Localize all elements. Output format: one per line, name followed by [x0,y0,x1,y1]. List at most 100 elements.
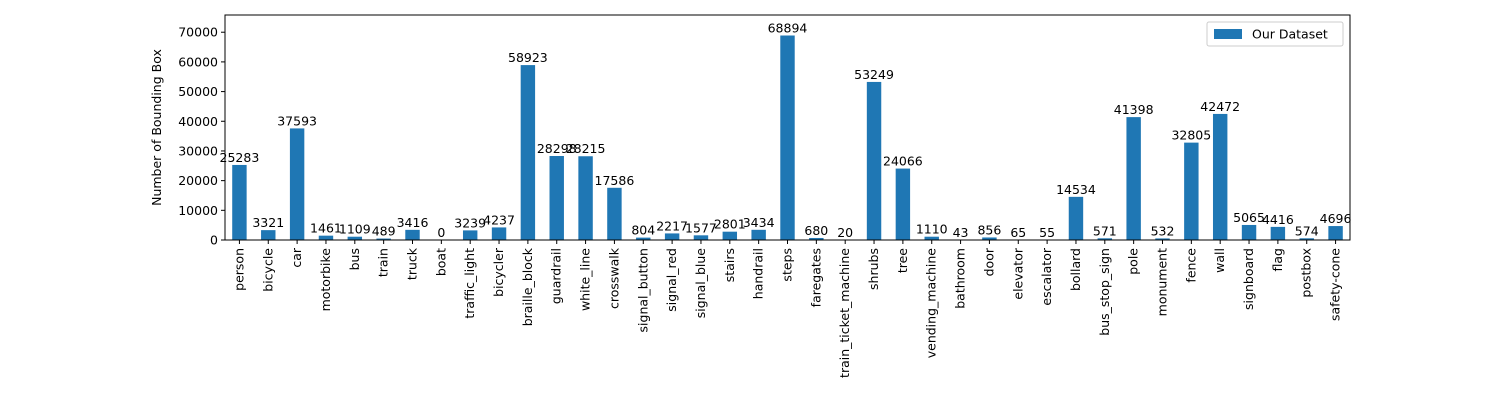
value-label-bollard: 14534 [1056,182,1096,197]
value-label-bus_stop_sign: 571 [1093,223,1117,238]
value-label-signal_button: 804 [631,223,655,238]
x-tick-label-postbox: postbox [1299,248,1314,298]
x-tick-label-monument: monument [1155,248,1170,316]
x-tick-label-signboard: signboard [1241,248,1256,310]
bar-person [232,164,247,240]
bar-postbox [1299,238,1314,240]
x-tick-label-train: train [376,248,391,277]
x-tick-label-white_line: white_line [578,248,593,311]
y-tick-label-50000: 50000 [178,84,218,99]
x-tick-label-fence: fence [1183,248,1198,283]
x-tick-label-flag: flag [1270,248,1285,271]
y-tick-label-20000: 20000 [178,173,218,188]
bar-car [289,128,305,240]
x-tick-label-steps: steps [780,248,795,282]
value-label-train: 489 [372,224,396,239]
bar-pole [1126,117,1141,240]
bar-fence [1184,142,1199,240]
value-label-monument: 532 [1151,223,1175,238]
bar-guardrail [549,156,564,240]
value-label-car: 37593 [277,113,317,128]
x-tick-label-car: car [289,247,304,268]
x-tick-label-escalator: escalator [1039,247,1054,305]
x-tick-label-shrubs: shrubs [866,248,881,290]
value-label-signal_blue: 1577 [685,220,717,235]
value-label-safety-cone: 4696 [1320,211,1352,226]
x-tick-label-signal_red: signal_red [664,248,679,312]
x-tick-label-bicycler: bicycler [491,247,506,297]
value-label-faregates: 680 [804,223,828,238]
y-tick-label-10000: 10000 [178,203,218,218]
bar-stairs [722,231,738,240]
value-label-bicycler: 4237 [483,212,515,227]
x-tick-label-elevator: elevator [1010,247,1025,299]
x-tick-label-train_ticket_machine: train_ticket_machine [837,248,852,378]
value-label-escalator: 55 [1039,225,1055,240]
x-tick-label-bathroom: bathroom [953,248,968,309]
x-tick-label-handrail: handrail [751,248,766,299]
bar-train [376,238,391,240]
bar-steps [780,35,795,240]
value-label-fence: 32805 [1171,128,1211,143]
y-tick-label-0: 0 [210,233,218,248]
x-tick-label-door: door [981,247,996,276]
value-label-guardrail: 28298 [537,141,577,156]
bar-white_line [578,156,593,240]
y-tick-label-40000: 40000 [178,114,218,129]
bar-bus_stop_sign [1097,238,1113,240]
value-label-bathroom: 43 [953,225,969,240]
value-label-shrubs: 53249 [854,67,894,82]
value-label-traffic_light: 3239 [454,215,486,230]
x-tick-label-signal_button: signal_button [635,248,650,332]
bar-wall [1212,113,1228,240]
x-tick-label-person: person [231,248,246,291]
x-axis: person bicycle car motorbike bus train truck bo… [231,240,1343,378]
bar-bicycle [261,230,276,240]
x-tick-label-traffic_light: traffic_light [462,248,477,319]
value-label-tree: 24066 [883,154,923,169]
bar-bicycler [491,227,507,240]
x-tick-label-pole: pole [1126,248,1141,275]
value-label-train_ticket_machine: 20 [837,225,853,240]
value-label-boat: 0 [437,225,445,240]
value-label-postbox: 574 [1295,223,1319,238]
x-tick-label-wall: wall [1212,248,1227,273]
bar-signal_blue [693,235,709,240]
y-tick-label-30000: 30000 [178,143,218,158]
bar-braille_block [520,65,536,240]
value-label-stairs: 2801 [714,217,746,232]
x-tick-label-safety-cone: safety-cone [1328,248,1343,321]
y-tick-label-70000: 70000 [178,25,218,40]
value-label-door: 856 [977,222,1001,237]
bar-motorbike [318,235,334,240]
bar-faregates [809,237,824,240]
x-tick-label-truck: truck [405,247,420,280]
value-label-braille_block: 58923 [508,50,548,65]
legend-box [1206,21,1344,47]
bar-crosswalk [607,187,622,240]
y-tick-label-60000: 60000 [178,54,218,69]
x-tick-label-guardrail: guardrail [549,248,564,304]
x-tick-label-bus_stop_sign: bus_stop_sign [1097,248,1112,336]
bar-tree [895,168,911,240]
value-label-pole: 41398 [1114,102,1154,117]
x-tick-label-vending_machine: vending_machine [924,248,939,359]
bar-flag [1270,226,1286,240]
x-tick-label-crosswalk: crosswalk [606,247,621,309]
x-tick-label-bollard: bollard [1068,248,1083,291]
bar-bus [347,236,363,240]
bar-truck [405,229,420,240]
plot-frame [224,14,1351,241]
value-label-signal_red: 2217 [656,218,688,233]
bar-monument [1155,238,1170,240]
x-tick-label-motorbike: motorbike [318,248,333,312]
bar-safety-cone [1328,226,1343,240]
bar-traffic_light [462,230,478,240]
bar-signboard [1241,224,1257,240]
x-tick-label-bus: bus [347,248,362,270]
bar-vending_machine [924,236,939,240]
value-label-flag: 4416 [1262,212,1294,227]
x-tick-label-boat: boat [433,248,448,276]
x-tick-label-faregates: faregates [808,248,823,307]
value-label-wall: 42472 [1200,99,1240,114]
